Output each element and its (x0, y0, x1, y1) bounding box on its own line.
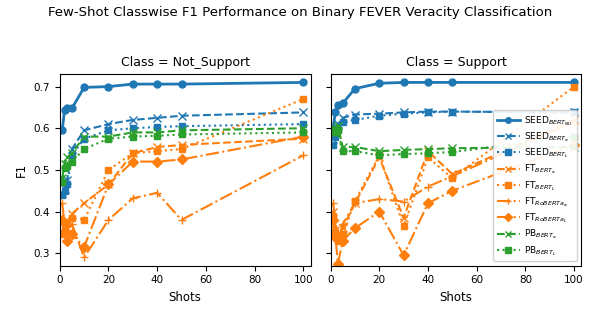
Y-axis label: F1: F1 (15, 163, 28, 177)
Text: Few-Shot Classwise F1 Performance on Binary FEVER Veracity Classification: Few-Shot Classwise F1 Performance on Bin… (48, 6, 552, 19)
X-axis label: Shots: Shots (440, 291, 472, 304)
X-axis label: Shots: Shots (169, 291, 202, 304)
Legend: SEED$_{BERT_{NU}}$, SEED$_{BERT_a}$, SEED$_{BERT_L}$, FT$_{BERT_a}$, FT$_{BERT_L: SEED$_{BERT_{NU}}$, SEED$_{BERT_a}$, SEE… (493, 110, 577, 261)
Title: Class = Not_Support: Class = Not_Support (121, 56, 250, 69)
Title: Class = Support: Class = Support (406, 56, 506, 69)
